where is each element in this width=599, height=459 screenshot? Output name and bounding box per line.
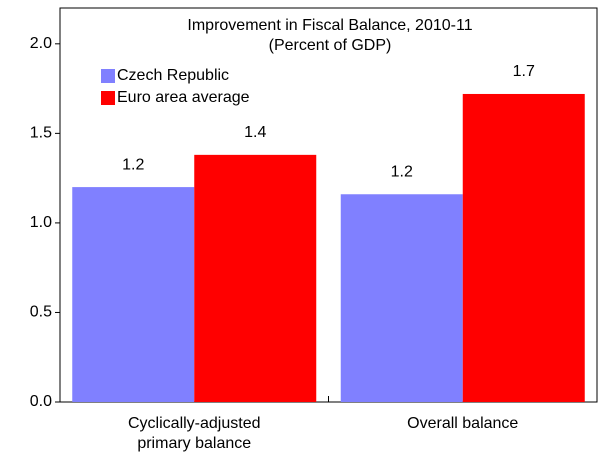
y-tick-label: 2.0 bbox=[30, 35, 52, 52]
bar bbox=[340, 194, 463, 402]
value-label: 1.4 bbox=[244, 124, 266, 141]
legend-label: Euro area average bbox=[117, 89, 250, 106]
bar bbox=[72, 187, 195, 402]
bar bbox=[462, 93, 585, 403]
y-tick-label: 1.0 bbox=[30, 214, 52, 231]
x-tick-label: Cyclically-adjusted primary balance bbox=[128, 415, 261, 452]
x-tick-label: Overall balance bbox=[407, 415, 518, 432]
legend-swatch bbox=[101, 69, 115, 83]
y-tick-label: 0.5 bbox=[30, 304, 52, 321]
value-label: 1.2 bbox=[122, 156, 144, 173]
legend-swatch bbox=[101, 91, 115, 105]
bar bbox=[194, 154, 317, 402]
chart-title: Improvement in Fiscal Balance, 2010-11 bbox=[187, 17, 472, 34]
y-tick-label: 1.5 bbox=[30, 125, 52, 142]
value-label: 1.7 bbox=[513, 63, 535, 80]
chart-subtitle: (Percent of GDP) bbox=[269, 37, 392, 54]
value-label: 1.2 bbox=[391, 163, 413, 180]
legend-label: Czech Republic bbox=[117, 67, 229, 84]
y-tick-label: 0.0 bbox=[30, 393, 52, 410]
